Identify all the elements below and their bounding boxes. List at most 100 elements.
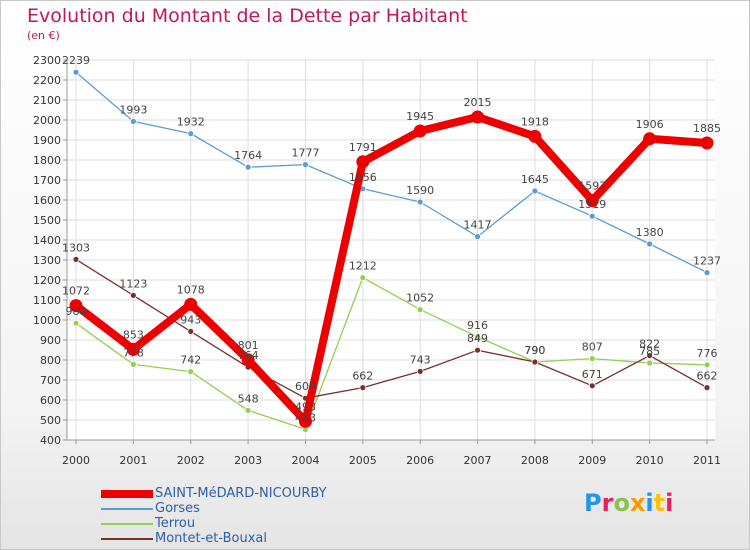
data-point — [646, 352, 654, 360]
logo-letter: i — [665, 489, 674, 517]
data-label: 1597 — [578, 180, 606, 193]
data-label: 849 — [467, 332, 488, 345]
y-tick-label: 1900 — [33, 134, 61, 147]
y-tick-label: 1000 — [33, 314, 61, 327]
data-label: 1791 — [349, 141, 377, 154]
y-tick-label: 2200 — [33, 74, 61, 87]
x-tick-label: 2000 — [62, 454, 90, 467]
data-label: 671 — [582, 368, 603, 381]
logo-letter: x — [629, 489, 646, 517]
data-point — [359, 384, 367, 392]
data-label: 1072 — [62, 285, 90, 298]
data-point — [72, 68, 80, 76]
data-label: 1945 — [406, 110, 434, 123]
data-point — [187, 327, 195, 335]
data-point — [184, 297, 198, 311]
y-tick-label: 2100 — [33, 94, 61, 107]
data-label: 1380 — [636, 226, 664, 239]
x-tick-label: 2009 — [578, 454, 606, 467]
data-label: 1656 — [349, 171, 377, 184]
legend-swatch — [101, 538, 153, 540]
x-tick-label: 2010 — [636, 454, 664, 467]
logo-letter: t — [653, 489, 666, 517]
legend-swatch — [101, 523, 153, 525]
data-point — [187, 130, 195, 138]
x-tick-label: 2003 — [234, 454, 262, 467]
data-label: 2239 — [62, 54, 90, 67]
data-point — [359, 274, 367, 282]
data-label: 453 — [295, 411, 316, 424]
data-label: 785 — [639, 345, 660, 358]
data-label: 790 — [524, 344, 545, 357]
data-label: 943 — [180, 313, 201, 326]
data-label: 916 — [467, 319, 488, 332]
data-label: 493 — [295, 400, 316, 413]
data-label: 1885 — [693, 122, 721, 135]
y-tick-label: 1300 — [33, 254, 61, 267]
data-point — [356, 155, 370, 169]
y-tick-label: 1100 — [33, 294, 61, 307]
legend-label: Montet-et-Bouxal — [155, 531, 267, 546]
data-point — [72, 319, 80, 327]
data-point — [298, 414, 312, 428]
logo-letter: o — [613, 489, 630, 517]
chart-title: Evolution du Montant de la Dette par Hab… — [27, 5, 468, 27]
data-label: 1932 — [177, 116, 205, 129]
series-line-1 — [75, 71, 708, 274]
data-label: 548 — [238, 392, 259, 405]
data-label: 1590 — [406, 184, 434, 197]
data-label: 1417 — [464, 219, 492, 232]
data-label: 1123 — [119, 277, 147, 290]
data-point — [703, 361, 711, 369]
y-tick-label: 2000 — [33, 114, 61, 127]
data-point — [585, 194, 599, 208]
data-point — [416, 367, 424, 375]
y-tick-label: 700 — [40, 374, 61, 387]
data-label: 822 — [639, 338, 660, 351]
data-label: 764 — [238, 349, 259, 362]
logo-letter: r — [601, 489, 614, 517]
data-label: 1993 — [119, 103, 147, 116]
data-label: 1906 — [636, 118, 664, 131]
data-label: 742 — [180, 354, 201, 367]
data-point — [244, 406, 252, 414]
data-label: 1237 — [693, 255, 721, 268]
logo-letter: P — [584, 489, 602, 517]
series-line-2 — [75, 276, 708, 431]
data-label: 1777 — [291, 147, 319, 160]
legend-label: SAINT-MéDARD-NICOURBY — [155, 486, 327, 501]
y-tick-label: 900 — [40, 334, 61, 347]
data-point — [703, 269, 711, 277]
data-label: 984 — [66, 305, 87, 318]
data-point — [703, 384, 711, 392]
legend-swatch — [101, 490, 153, 498]
data-point — [129, 291, 137, 299]
x-tick-label: 2004 — [291, 454, 319, 467]
proxiti-logo: Proxiti — [584, 489, 673, 517]
data-label: 1645 — [521, 173, 549, 186]
data-point — [588, 355, 596, 363]
data-point — [646, 359, 654, 367]
data-label: 776 — [697, 347, 718, 360]
data-point — [700, 136, 714, 150]
data-label: 1764 — [234, 149, 262, 162]
logo-letter: i — [645, 489, 654, 517]
y-tick-label: 1600 — [33, 194, 61, 207]
x-tick-label: 2011 — [693, 454, 721, 467]
y-tick-label: 1700 — [33, 174, 61, 187]
data-label: 743 — [410, 353, 431, 366]
data-point — [646, 240, 654, 248]
data-point — [528, 129, 542, 143]
data-label: 662 — [352, 370, 373, 383]
data-label: 2015 — [464, 96, 492, 109]
data-point — [129, 360, 137, 368]
data-point — [474, 233, 481, 241]
data-label: 853 — [123, 328, 144, 341]
data-point — [588, 382, 596, 390]
data-point — [69, 299, 83, 313]
data-point — [643, 132, 657, 146]
data-point — [474, 333, 481, 341]
chart-subtitle: (en €) — [27, 29, 60, 42]
data-point — [302, 161, 309, 169]
y-tick-label: 1200 — [33, 274, 61, 287]
